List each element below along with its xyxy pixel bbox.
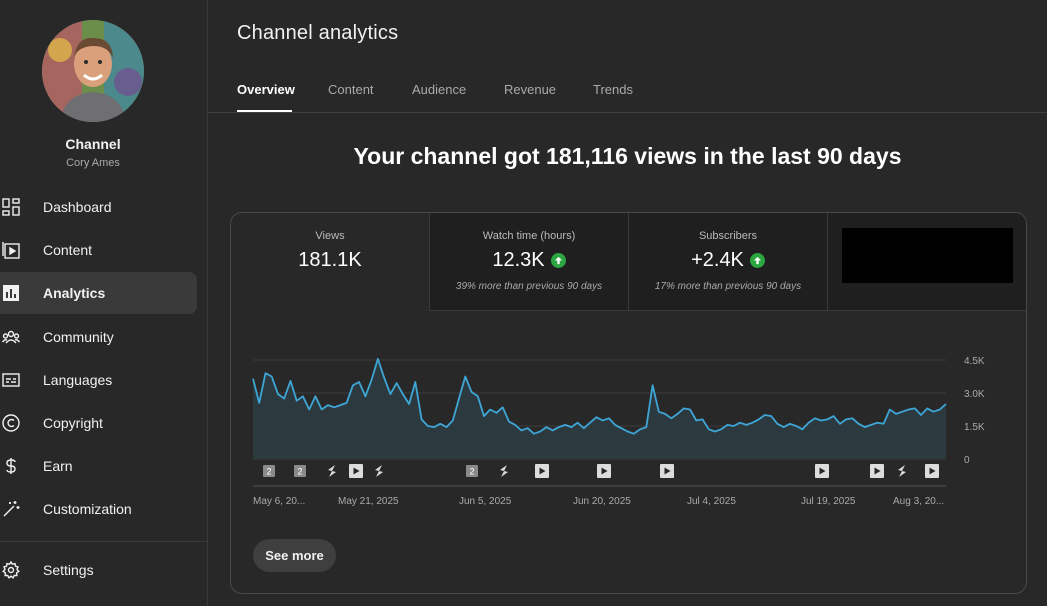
community-icon (2, 328, 20, 346)
page-title: Channel analytics (237, 22, 399, 44)
sidebar-divider (0, 541, 207, 542)
tab-content[interactable]: Content (328, 82, 374, 97)
x-tick-label: Aug 3, 20... (893, 496, 944, 507)
sidebar-item-label: Content (43, 242, 93, 258)
sidebar-item-languages[interactable]: Languages (0, 359, 197, 401)
x-tick-label: May 21, 2025 (338, 496, 399, 507)
content-icon (2, 241, 20, 259)
see-more-button[interactable]: See more (253, 539, 336, 572)
views-area (253, 358, 946, 459)
views-chart[interactable]: 4.5K 3.0K 1.5K 0 2 2 2 May 6, 20... May 21, 2025… (231, 311, 1026, 541)
sidebar-item-label: Community (43, 329, 114, 345)
metric-views[interactable]: Views 181.1K (231, 213, 430, 311)
tab-audience[interactable]: Audience (412, 82, 467, 97)
sidebar-item-label: Dashboard (43, 199, 112, 215)
metric-value: 181.1K (231, 249, 429, 272)
overview-card: Views 181.1K Watch time (hours) 12.3K 39… (230, 212, 1027, 594)
redacted-block (842, 228, 1013, 283)
publish-count-marker (294, 465, 306, 477)
sidebar-item-label: Settings (43, 562, 94, 578)
sidebar-item-label: Analytics (43, 285, 106, 301)
arrow-up-icon (749, 253, 765, 268)
play-icon (353, 467, 360, 475)
languages-icon (2, 371, 20, 389)
metric-label: Views (315, 230, 345, 242)
publish-count-label: 2 (297, 467, 302, 477)
publish-count-label: 2 (266, 467, 271, 477)
views-chart-svg: 4.5K 3.0K 1.5K 0 2 2 2 May 6, 20... May 21, 2025… (252, 356, 985, 507)
sidebar-item-analytics[interactable]: Analytics (0, 272, 197, 314)
metric-label: Watch time (hours) (482, 230, 576, 242)
sidebar-item-label: Copyright (43, 415, 103, 431)
x-tick-label: Jun 5, 2025 (459, 496, 512, 507)
play-icon (874, 467, 881, 475)
metric-revenue-hidden[interactable] (828, 213, 1026, 311)
shorts-marker-icon (500, 465, 508, 477)
metric-label: Subscribers (698, 230, 758, 242)
play-icon (539, 467, 546, 475)
analytics-tabs: Overview Content Audience Revenue Trends (208, 70, 1047, 113)
sidebar-item-copyright[interactable]: Copyright (0, 402, 197, 444)
gear-icon (2, 561, 20, 579)
metric-value-text: +2.4K (691, 249, 744, 271)
metric-comparison: 39% more than previous 90 days (455, 281, 603, 292)
channel-label: Channel (65, 136, 121, 152)
sidebar-item-dashboard[interactable]: Dashboard (0, 186, 197, 228)
sidebar-item-customization[interactable]: Customization (0, 488, 197, 530)
metric-value-text: 181.1K (298, 249, 362, 271)
tab-trends[interactable]: Trends (593, 82, 633, 97)
metric-value: 12.3K (430, 249, 628, 272)
tab-overview[interactable]: Overview (237, 82, 295, 97)
play-icon (664, 467, 671, 475)
tab-revenue[interactable]: Revenue (504, 82, 557, 97)
shorts-marker-icon (328, 465, 336, 477)
summary-headline: Your channel got 181,116 views in the la… (353, 143, 902, 169)
sidebar-item-label: Languages (43, 372, 113, 388)
sidebar-item-label: Earn (43, 458, 73, 474)
publish-count-marker (466, 465, 478, 477)
active-tab-indicator (237, 110, 292, 112)
main-content: Channel analytics Overview Content Audie… (208, 0, 1047, 606)
metric-subscribers[interactable]: Subscribers +2.4K 17% more than previous… (629, 213, 828, 311)
metric-watch-time[interactable]: Watch time (hours) 12.3K 39% more than p… (430, 213, 629, 311)
y-tick-label: 1.5K (964, 422, 985, 433)
shorts-marker-icon (375, 465, 383, 477)
dashboard-icon (2, 198, 20, 216)
x-tick-label: Jun 20, 2025 (573, 496, 631, 507)
y-tick-label: 4.5K (964, 356, 985, 367)
views-line (252, 358, 947, 435)
arrow-up-icon (550, 253, 566, 268)
x-tick-label: May 6, 20... (253, 496, 305, 507)
play-icon (929, 467, 936, 475)
metric-value-text: 12.3K (492, 249, 545, 271)
channel-handle: Cory Ames (66, 157, 120, 169)
x-tick-label: Jul 4, 2025 (687, 496, 736, 507)
channel-avatar[interactable] (42, 20, 144, 122)
sidebar-item-label: Customization (43, 501, 132, 517)
play-icon (601, 467, 608, 475)
sidebar: Channel Cory Ames Dashboard Content Anal… (0, 0, 208, 606)
publish-count-label: 2 (469, 467, 474, 477)
metric-comparison: 17% more than previous 90 days (654, 281, 802, 292)
sidebar-item-settings[interactable]: Settings (0, 549, 197, 591)
publish-count-marker (263, 465, 275, 477)
shorts-marker-icon (898, 465, 906, 477)
metric-value: +2.4K (629, 249, 827, 272)
x-tick-label: Jul 19, 2025 (801, 496, 856, 507)
customization-icon (2, 500, 20, 518)
analytics-icon (2, 284, 20, 302)
sidebar-item-earn[interactable]: Earn (0, 445, 197, 487)
y-tick-label: 3.0K (964, 389, 985, 400)
play-icon (819, 467, 826, 475)
sidebar-item-community[interactable]: Community (0, 316, 197, 358)
earn-icon (2, 457, 20, 475)
sidebar-item-content[interactable]: Content (0, 229, 197, 271)
y-tick-label: 0 (964, 455, 970, 466)
copyright-icon (2, 414, 20, 432)
